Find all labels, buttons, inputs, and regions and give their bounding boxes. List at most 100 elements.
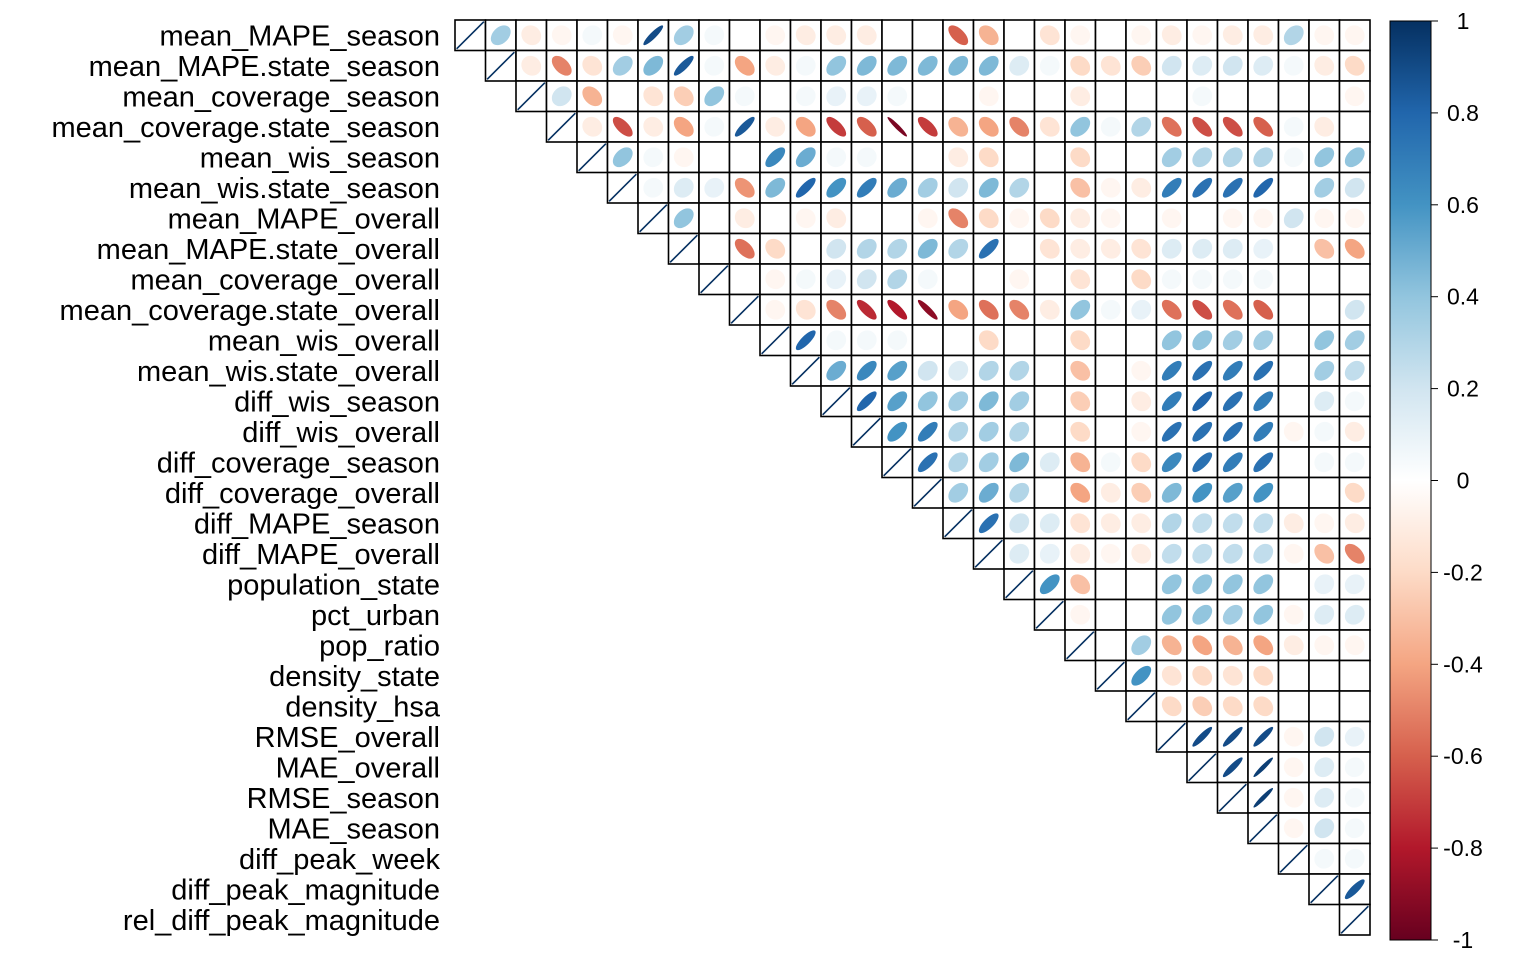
ellipse-mark (1192, 208, 1213, 229)
cell-8-27 (1277, 263, 1310, 296)
ellipse-mark (1283, 543, 1304, 564)
ellipse-mark (1314, 452, 1335, 473)
cell-15-29 (1338, 476, 1371, 509)
cell-4-16 (942, 141, 975, 174)
ellipse-mark (1161, 55, 1182, 76)
ellipse-mark (948, 147, 969, 168)
ellipse-mark (1253, 238, 1274, 259)
ellipse-mark (795, 299, 816, 320)
ellipse-mark (1192, 604, 1213, 625)
ellipse-mark (1161, 635, 1182, 656)
cell-8-18 (1003, 263, 1036, 296)
ellipse-mark (1253, 421, 1274, 442)
cell-17-20 (1064, 537, 1097, 570)
ellipse-mark (978, 391, 999, 412)
ellipse-mark (1344, 299, 1365, 320)
cell-11-13 (850, 354, 883, 387)
cell-3-24 (1186, 110, 1219, 143)
cell-9-21 (1094, 293, 1127, 326)
ellipse-mark (1039, 330, 1060, 351)
cell-21-21 (1094, 659, 1127, 692)
ellipse-mark (700, 265, 729, 294)
cell-16-23 (1155, 507, 1188, 540)
cell-23-25 (1216, 720, 1249, 753)
cell-2-3 (545, 80, 578, 113)
ellipse-mark (1283, 299, 1304, 320)
cell-17-18 (1003, 537, 1036, 570)
cell-8-22 (1125, 263, 1158, 296)
ellipse-mark (795, 208, 816, 229)
ellipse-mark (1314, 848, 1335, 869)
cell-7-20 (1064, 232, 1097, 265)
ellipse-mark (1192, 421, 1213, 442)
ellipse-mark (1131, 482, 1152, 503)
ellipse-mark (1161, 330, 1182, 351)
cell-1-24 (1186, 49, 1219, 82)
ellipse-mark (978, 25, 999, 46)
ellipse-mark (1039, 116, 1060, 137)
ellipse-mark (1253, 452, 1274, 473)
ellipse-mark (1192, 635, 1213, 656)
cell-8-20 (1064, 263, 1097, 296)
colorbar-tick-label: -0.6 (1443, 743, 1483, 769)
ellipse-mark (1131, 513, 1152, 534)
cell-2-18 (1003, 80, 1036, 113)
ellipse-mark (1009, 238, 1030, 259)
ellipse-mark (1314, 269, 1335, 290)
ellipse-mark (1283, 482, 1304, 503)
cell-16-18 (1003, 507, 1036, 540)
ellipse-mark (1131, 238, 1152, 259)
cell-0-4 (576, 19, 609, 52)
cell-2-13 (850, 80, 883, 113)
cell-6-10 (759, 202, 792, 235)
ellipse-mark (917, 421, 938, 442)
cell-22-27 (1277, 690, 1310, 723)
row-label-mean-coverage-state-overall: mean_coverage.state_overall (60, 295, 440, 327)
cell-3-6 (637, 110, 670, 143)
ellipse-mark (1100, 391, 1121, 412)
ellipse-mark (765, 238, 786, 259)
ellipse-mark (1161, 665, 1182, 686)
row-label-pop-ratio: pop_ratio (319, 630, 440, 662)
ellipse-mark (1039, 25, 1060, 46)
ellipse-mark (734, 269, 755, 290)
ellipse-mark (826, 86, 847, 107)
cell-2-14 (881, 80, 914, 113)
ellipse-mark (826, 269, 847, 290)
cell-0-21 (1094, 19, 1127, 52)
colorbar-tick-label: 0 (1457, 468, 1470, 494)
cell-7-9 (728, 232, 761, 265)
ellipse-mark (978, 208, 999, 229)
cell-7-28 (1308, 232, 1341, 265)
cell-24-26 (1247, 751, 1280, 784)
cell-1-25 (1216, 49, 1249, 82)
cell-5-21 (1094, 171, 1127, 204)
ellipse-mark (1161, 391, 1182, 412)
cell-11-11 (789, 354, 822, 387)
ellipse-mark (1344, 25, 1365, 46)
ellipse-mark (765, 177, 786, 198)
cell-9-23 (1155, 293, 1188, 326)
ellipse-mark (551, 86, 572, 107)
ellipse-mark (612, 25, 633, 46)
cell-2-24 (1186, 80, 1219, 113)
cell-10-22 (1125, 324, 1158, 357)
cell-7-22 (1125, 232, 1158, 265)
cell-4-4 (576, 141, 609, 174)
cell-19-23 (1155, 598, 1188, 631)
ellipse-mark (1039, 147, 1060, 168)
ellipse-mark (643, 55, 664, 76)
ellipse-mark (765, 147, 786, 168)
cell-3-10 (759, 110, 792, 143)
cell-29-29 (1338, 903, 1371, 936)
row-label-density-hsa: density_hsa (285, 691, 441, 723)
ellipse-mark (887, 55, 908, 76)
cell-2-20 (1064, 80, 1097, 113)
ellipse-mark (1344, 757, 1365, 778)
cell-5-6 (637, 171, 670, 204)
cell-17-17 (972, 537, 1005, 570)
cell-12-26 (1247, 385, 1280, 418)
ellipse-mark (1192, 726, 1213, 747)
cell-4-17 (972, 141, 1005, 174)
ellipse-mark (490, 25, 511, 46)
